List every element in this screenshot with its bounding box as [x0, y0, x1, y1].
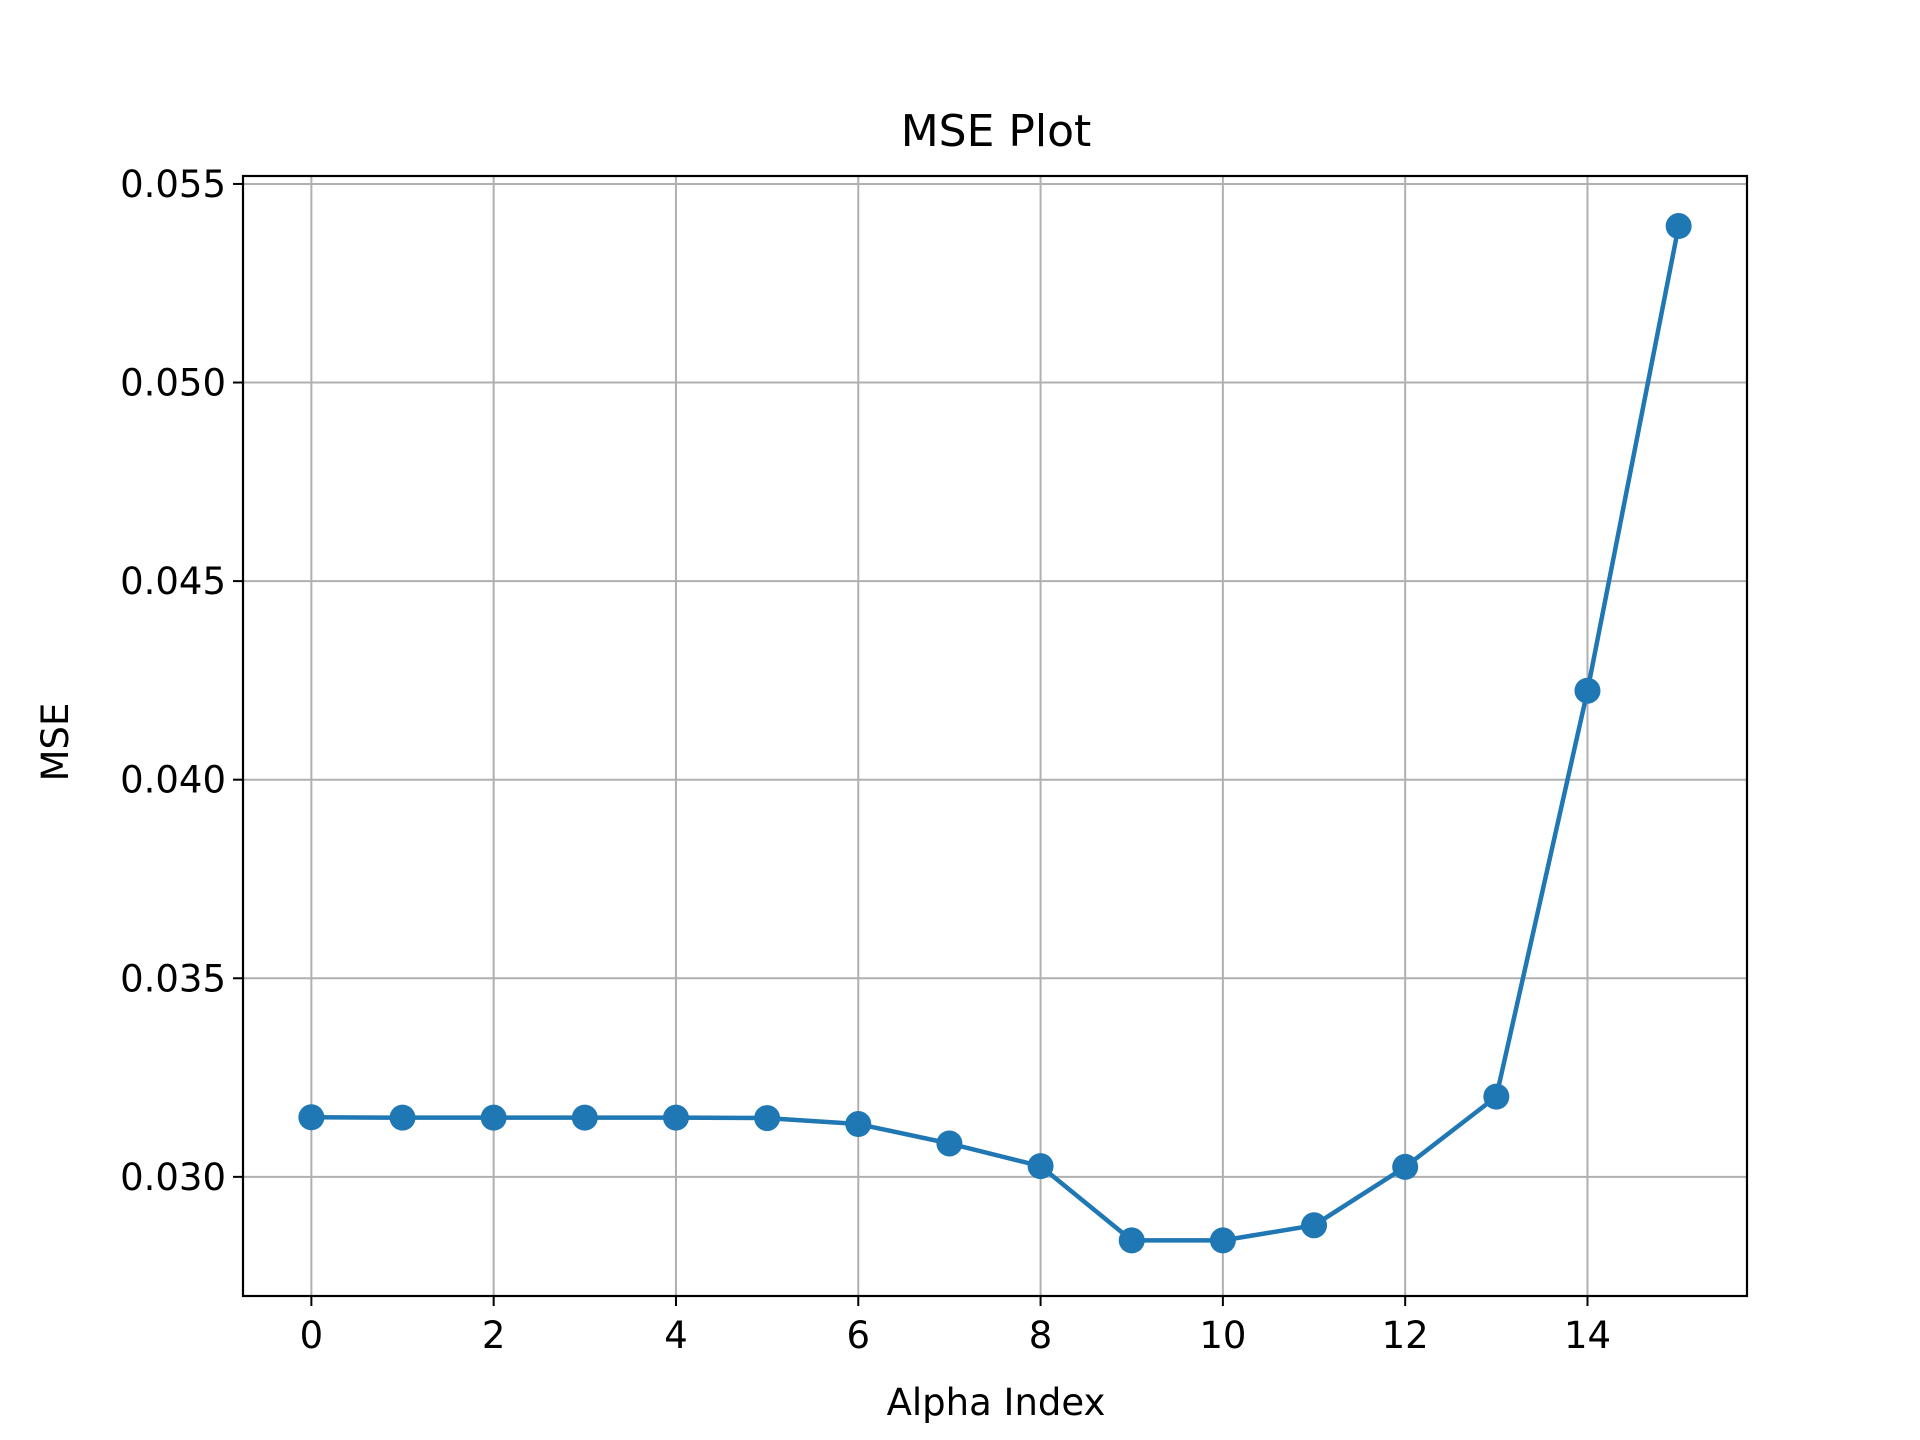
- data-point: [662, 1104, 689, 1131]
- x-tick-label: 4: [664, 1314, 688, 1357]
- y-tick-label: 0.055: [120, 163, 226, 206]
- data-point: [1392, 1153, 1419, 1180]
- y-tick-label: 0.040: [120, 759, 226, 802]
- y-tick-label: 0.045: [120, 560, 226, 603]
- data-point: [1483, 1083, 1510, 1110]
- y-tick-label: 0.035: [120, 957, 226, 1000]
- series-layer: [298, 213, 1692, 1254]
- data-point: [298, 1104, 325, 1131]
- data-point: [936, 1130, 963, 1157]
- x-tick-label: 0: [300, 1314, 324, 1357]
- x-tick-label: 10: [1199, 1314, 1246, 1357]
- data-point: [845, 1111, 872, 1138]
- x-tick-label: 2: [482, 1314, 506, 1357]
- y-axis-label: MSE: [34, 703, 77, 782]
- x-axis-label: Alpha Index: [887, 1381, 1106, 1424]
- data-point: [571, 1104, 598, 1131]
- axes: 0 2 4 6 8 10 12 14 0.030 0.035 0.040 0.045 0.050 0.05…: [120, 163, 1611, 1357]
- plot-area-frame: [241, 174, 1749, 1298]
- data-point: [1118, 1227, 1145, 1254]
- data-point: [1027, 1153, 1054, 1180]
- x-tick-label: 6: [846, 1314, 870, 1357]
- grid: [243, 176, 1747, 1296]
- data-point: [1665, 213, 1692, 240]
- y-tick-label: 0.050: [120, 362, 226, 405]
- chart-title: MSE Plot: [901, 106, 1092, 157]
- data-point: [480, 1104, 507, 1131]
- y-tick-label: 0.030: [120, 1156, 226, 1199]
- data-point: [1574, 677, 1601, 704]
- series-line: [311, 225, 1681, 1243]
- data-point: [389, 1104, 416, 1131]
- data-point: [754, 1105, 781, 1132]
- data-point: [1301, 1212, 1328, 1239]
- x-tick-label: 12: [1382, 1314, 1429, 1357]
- data-point: [1209, 1227, 1236, 1254]
- x-tick-label: 14: [1564, 1314, 1611, 1357]
- x-tick-label: 8: [1029, 1314, 1053, 1357]
